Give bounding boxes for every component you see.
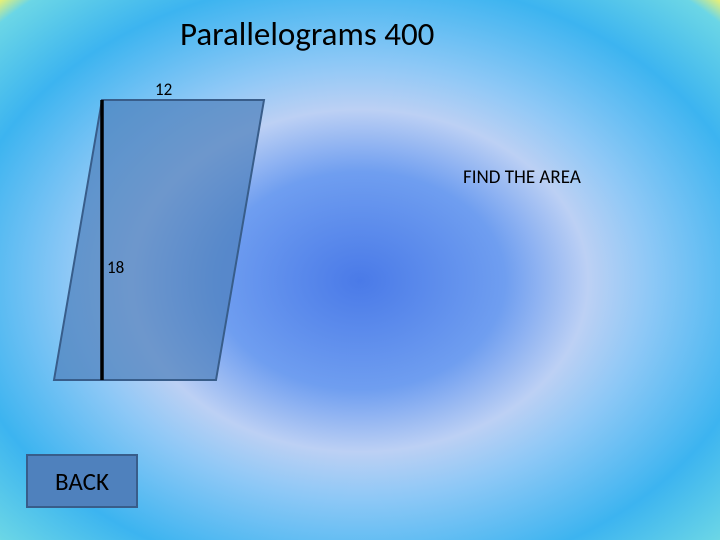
dimension-label-base: 12 [155, 79, 172, 100]
back-button-label: BACK [55, 466, 109, 497]
dimension-label-height: 18 [107, 257, 124, 278]
parallelogram-shape [54, 100, 264, 380]
instruction-text: FIND THE AREA [463, 166, 581, 189]
back-button[interactable]: BACK [26, 454, 138, 508]
parallelogram-diagram [49, 95, 269, 385]
slide-title: Parallelograms 400 [180, 14, 434, 54]
